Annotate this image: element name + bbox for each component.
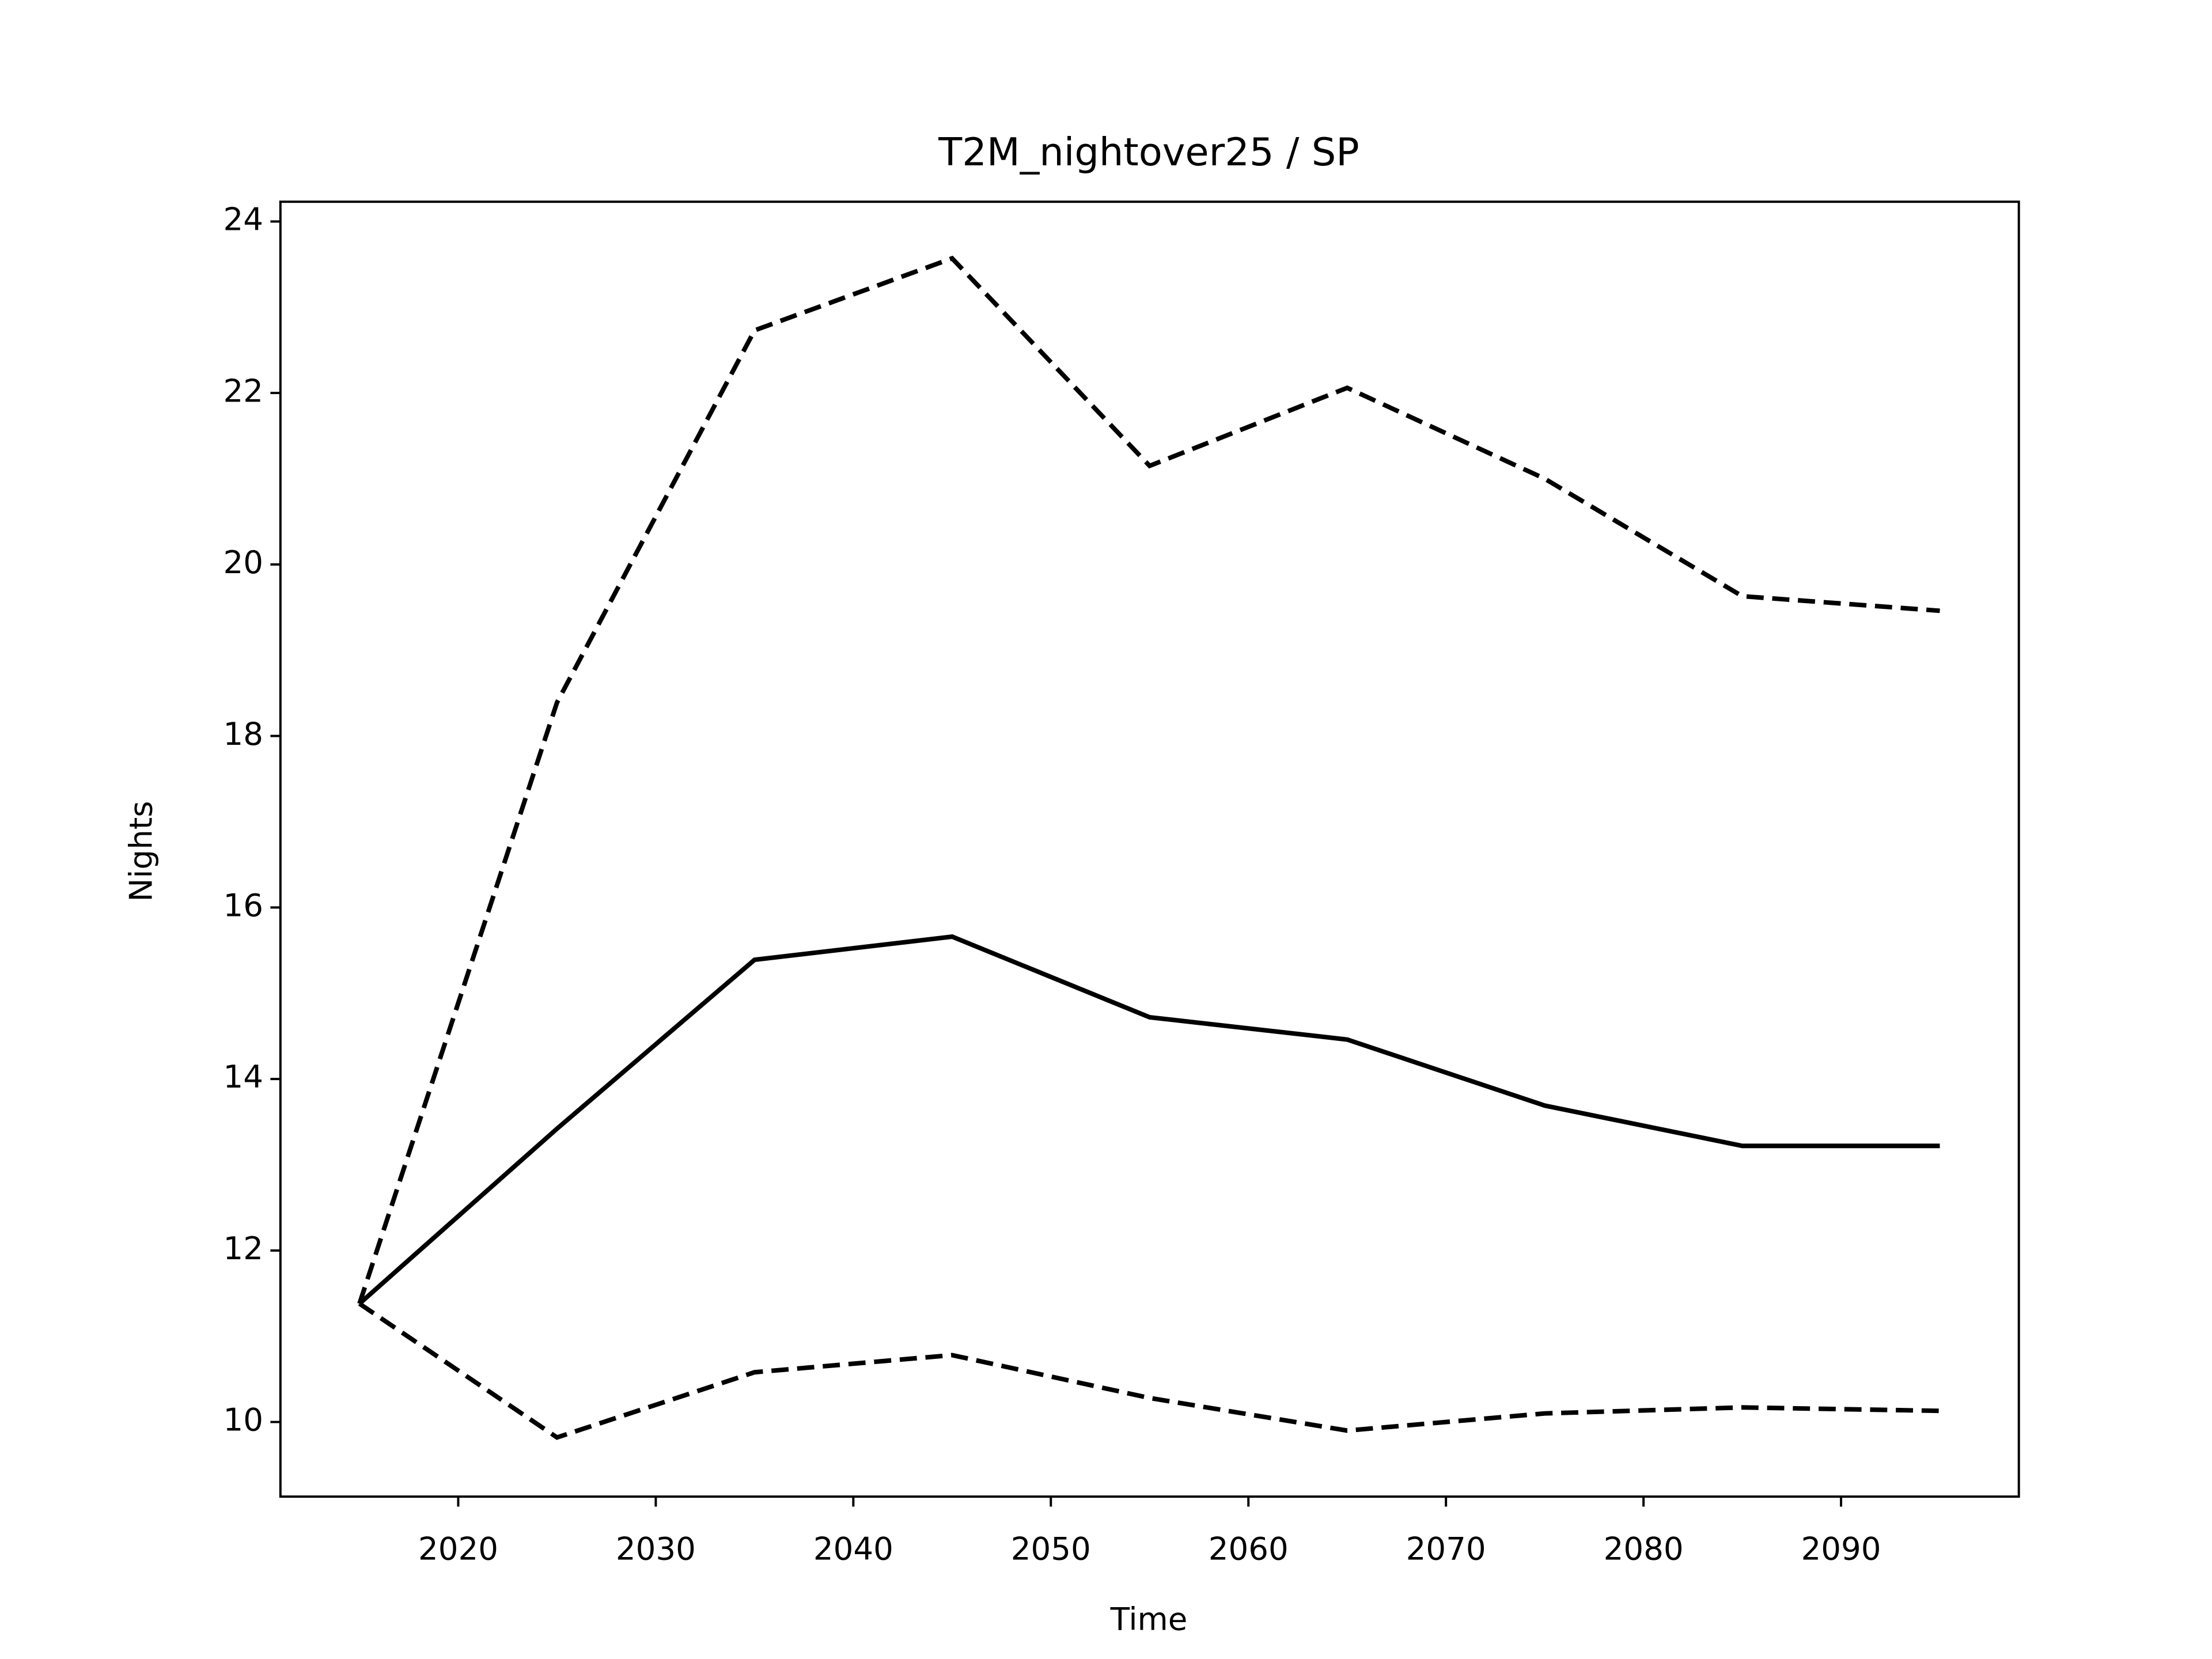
y-tick-label: 12	[224, 1230, 264, 1267]
line	[357, 255, 1940, 1305]
y-tick-label: 22	[224, 372, 264, 409]
y-tick-label: 14	[224, 1058, 264, 1095]
x-tick-label: 2060	[1209, 1531, 1289, 1567]
y-tick-label: 20	[224, 544, 264, 581]
chart-title: T2M_nightover25 / SP	[938, 130, 1359, 175]
line	[358, 934, 1940, 1306]
x-tick-label: 2050	[1011, 1531, 1091, 1567]
x-tick-label: 2090	[1801, 1531, 1881, 1567]
x-tick-label: 2040	[813, 1531, 893, 1567]
x-tick-label: 2080	[1604, 1531, 1684, 1567]
y-tick-label: 18	[224, 715, 264, 752]
y-tick-label: 24	[224, 201, 264, 238]
y-tick-label: 10	[224, 1402, 264, 1438]
y-axis-label: Nights	[123, 801, 160, 902]
x-axis-label: Time	[1110, 1600, 1188, 1637]
x-tick-label: 2030	[616, 1531, 696, 1567]
x-tick-label: 2070	[1406, 1531, 1486, 1567]
plot-frame	[279, 200, 2020, 1498]
x-tick-label: 2020	[418, 1531, 498, 1567]
line	[358, 1301, 1940, 1440]
y-tick-label: 16	[224, 887, 264, 924]
